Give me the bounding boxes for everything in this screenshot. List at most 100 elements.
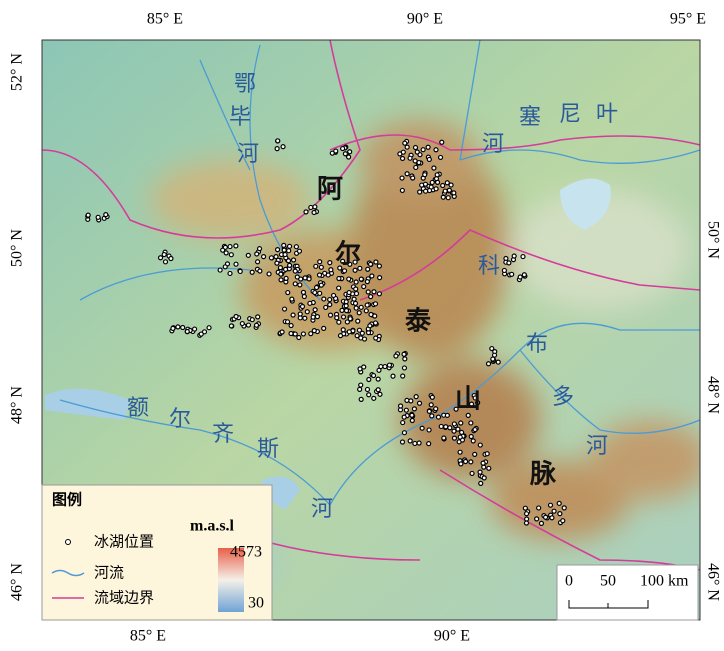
glacier-lake [322,326,326,330]
glacier-lake [284,267,288,271]
glacier-lake [159,256,163,260]
glacier-lake [436,180,440,184]
glacier-lake [288,263,292,267]
glacier-lake [374,336,378,340]
glacier-lake [347,330,351,334]
glacier-lake [469,460,473,464]
glacier-lake [491,357,495,361]
glacier-lake [86,213,90,217]
glacier-lake [452,422,456,426]
glacier-lake [339,334,343,338]
glacier-lake [502,268,506,272]
glacier-lake [162,253,166,257]
glacier-lake [411,176,415,180]
glacier-lake [283,253,287,257]
top-coord-label: 85° E [147,11,183,28]
glacier-lake [199,332,203,336]
bottom-coord-label: 90° E [434,628,470,645]
glacier-lake [313,308,317,312]
glacier-lake [487,362,491,366]
glacier-lake [426,145,430,149]
glacier-lake [473,452,477,456]
glacier-lake [274,255,278,259]
glacier-lake [387,363,391,367]
glacier-lake [401,440,405,444]
glacier-lake [354,280,358,284]
glacier-lake [284,276,288,280]
legend-title: 图例 [52,491,82,509]
glacier-lake [441,183,445,187]
glacier-lake [512,254,516,258]
glacier-lake [324,305,328,309]
glacier-lake [549,503,553,507]
glacier-lake [318,273,322,277]
glacier-lake [441,195,445,199]
glacier-lake [427,442,431,446]
glacier-lake [319,283,323,287]
glacier-lake [309,332,313,336]
glacier-lake [402,415,406,419]
glacier-lake [287,249,291,253]
glacier-lake [300,304,304,308]
glacier-lake [340,308,344,312]
glacier-lake [405,172,409,176]
glacier-lake [345,309,349,313]
glacier-lake [507,261,511,265]
glacier-lake [176,325,180,329]
glacier-lake [383,365,387,369]
glacier-lake [319,265,323,269]
glacier-lake [405,398,409,402]
glacier-lake [332,293,336,297]
glacier-lake [434,187,438,191]
glacier-lake [354,287,358,291]
glacier-lake [276,139,280,143]
glacier-lake [171,326,175,330]
glacier-lake [456,427,460,431]
glacier-lake [427,428,431,432]
glacier-lake [313,291,317,295]
river-label: 河 [237,142,259,167]
glacier-lake [258,269,262,273]
glacier-lake [400,188,404,192]
glacier-lake [234,244,238,248]
glacier-lake [402,352,406,356]
glacier-lake [283,307,287,311]
glacier-lake [313,205,317,209]
glacier-lake [354,306,358,310]
glacier-lake [356,319,360,323]
glacier-lake [292,258,296,262]
glacier-lake [335,316,339,320]
glacier-lake [228,245,232,249]
glacier-lake [240,322,244,326]
glacier-lake [309,205,313,209]
glacier-lake [443,189,447,193]
glacier-lake [444,425,448,429]
glacier-lake [417,441,421,445]
legend-item: 流域边界 [94,589,154,607]
glacier-lake [405,145,409,149]
glacier-lake [445,181,449,185]
glacier-lake [478,443,482,447]
glacier-lake [223,265,227,269]
glacier-lake [286,291,290,295]
glacier-lake [344,300,348,304]
glacier-lake [104,213,108,217]
river-label: 鄂 [234,72,256,97]
glacier-lake [367,378,371,382]
map-figure: 85° E90° E95° E85° E90° E52° N50° N48° N… [0,0,724,646]
glacier-lake [255,252,259,256]
glacier-lake [427,157,431,161]
glacier-lake [430,180,434,184]
glacier-lake [458,450,462,454]
glacier-lake [415,150,419,154]
legend-item: 冰湖位置 [94,533,154,551]
glacier-lake [234,314,238,318]
glacier-lake [412,407,416,411]
glacier-lake [308,301,312,305]
river-label: 斯 [257,437,279,462]
glacier-lake [418,190,422,194]
river-label: 毕 [229,105,251,130]
glacier-lake [289,324,293,328]
glacier-lake [510,272,514,276]
right-coord-label: 50° N [704,221,721,259]
